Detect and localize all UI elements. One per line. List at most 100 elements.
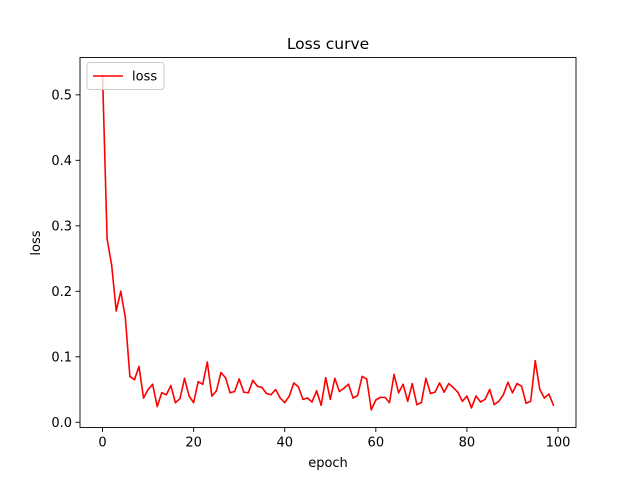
data-point xyxy=(466,395,468,397)
series-loss-line xyxy=(101,75,555,411)
data-point xyxy=(525,402,527,405)
data-point xyxy=(425,377,427,380)
data-point xyxy=(174,401,177,404)
data-point xyxy=(538,388,541,391)
data-point xyxy=(242,391,245,393)
y-tick-label: 0.0 xyxy=(51,416,72,431)
y-tick-label: 0.3 xyxy=(51,219,72,234)
data-point xyxy=(457,391,459,393)
data-point xyxy=(197,380,199,383)
data-point xyxy=(106,238,108,240)
legend-box xyxy=(86,62,165,90)
data-point xyxy=(434,391,436,393)
data-point xyxy=(201,383,204,386)
data-point xyxy=(224,376,227,379)
data-point xyxy=(119,290,122,293)
data-point xyxy=(233,390,236,393)
data-point xyxy=(192,401,195,404)
data-point xyxy=(156,405,159,408)
series-loss-points xyxy=(101,74,555,411)
data-point xyxy=(329,398,332,401)
data-point xyxy=(502,393,505,396)
y-tick-label: 0.4 xyxy=(51,154,72,169)
data-point xyxy=(229,391,231,394)
data-point xyxy=(484,398,486,401)
data-point xyxy=(133,378,136,381)
data-point xyxy=(352,397,354,399)
data-point xyxy=(479,401,482,403)
data-point xyxy=(370,409,373,411)
data-point xyxy=(142,397,145,399)
data-point xyxy=(211,395,213,397)
data-point xyxy=(375,399,377,401)
data-point xyxy=(520,385,523,388)
data-point xyxy=(443,391,445,393)
data-point xyxy=(388,401,391,404)
data-point xyxy=(507,381,509,384)
data-point xyxy=(488,388,491,391)
legend: loss xyxy=(86,62,165,90)
data-point xyxy=(438,382,441,384)
x-tick-label: 0 xyxy=(98,436,106,451)
data-point xyxy=(529,400,532,403)
data-point xyxy=(361,375,363,378)
x-tick-label: 100 xyxy=(546,436,571,451)
data-point xyxy=(165,393,168,396)
x-tick-label: 80 xyxy=(459,436,476,451)
y-tick-label: 0.1 xyxy=(51,350,72,365)
data-point xyxy=(452,386,455,389)
data-point xyxy=(129,375,131,378)
data-point xyxy=(420,401,423,404)
data-point xyxy=(256,385,259,388)
data-point xyxy=(338,390,341,393)
data-point xyxy=(324,376,327,379)
data-point xyxy=(429,392,432,395)
data-point xyxy=(238,378,240,380)
data-point xyxy=(311,401,313,403)
data-point xyxy=(393,373,395,376)
data-point xyxy=(447,382,450,385)
data-point xyxy=(183,377,186,380)
data-point xyxy=(543,397,546,399)
data-point xyxy=(402,383,404,386)
axis-ticks: 0 20 40 60 80 100 0.0 0.1 0.2 0.3 0.4 0.5 xyxy=(51,88,570,450)
x-axis-label: epoch xyxy=(308,456,348,471)
data-point xyxy=(138,365,140,368)
data-point xyxy=(151,383,154,386)
x-tick-label: 20 xyxy=(185,436,202,451)
data-point xyxy=(511,391,514,394)
data-point xyxy=(279,397,281,399)
data-point xyxy=(365,378,368,380)
data-point xyxy=(356,394,359,397)
y-tick-label: 0.2 xyxy=(51,285,72,300)
data-point xyxy=(261,386,263,389)
data-point xyxy=(302,398,304,401)
data-point xyxy=(347,383,350,386)
data-point xyxy=(247,391,250,394)
plot-frame xyxy=(79,57,577,428)
data-point xyxy=(475,395,477,397)
data-point xyxy=(170,384,172,387)
data-point xyxy=(397,391,400,394)
y-axis-label: loss xyxy=(29,230,44,255)
data-point xyxy=(293,382,295,384)
data-point xyxy=(493,403,496,406)
data-point xyxy=(270,393,272,396)
data-point xyxy=(416,403,418,406)
data-point xyxy=(320,404,322,407)
data-point xyxy=(334,377,336,380)
data-point xyxy=(115,310,118,312)
data-point xyxy=(252,379,254,382)
data-point xyxy=(516,382,518,385)
data-point xyxy=(343,387,345,390)
data-point xyxy=(265,392,268,395)
data-point xyxy=(188,395,190,397)
data-point xyxy=(315,390,318,392)
data-point xyxy=(147,388,149,391)
data-point xyxy=(160,391,163,394)
data-point xyxy=(406,400,409,403)
data-point xyxy=(548,393,550,395)
data-point xyxy=(297,386,300,388)
data-point xyxy=(497,400,500,403)
data-point xyxy=(206,361,209,363)
